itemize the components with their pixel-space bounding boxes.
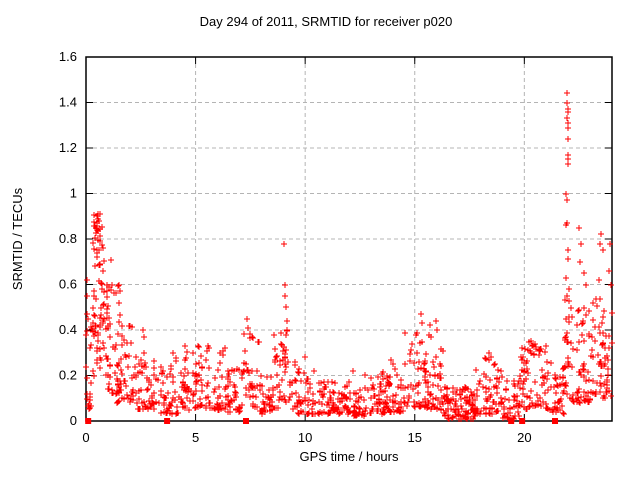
- y-tick-labels: 0 0.2 0.4 0.6 0.8 1 1.2 1.4 1.6: [59, 49, 77, 428]
- svg-text:1.6: 1.6: [59, 49, 77, 64]
- x-tick-labels: 0 5 10 15 20: [82, 430, 531, 445]
- axis-flag-markers: [85, 418, 559, 424]
- svg-text:0: 0: [70, 413, 77, 428]
- svg-text:0: 0: [82, 430, 89, 445]
- svg-text:1.4: 1.4: [59, 95, 77, 110]
- svg-text:0.6: 0.6: [59, 277, 77, 292]
- scatter-points: [83, 90, 615, 422]
- x-axis-label: GPS time / hours: [300, 449, 399, 464]
- svg-text:10: 10: [298, 430, 312, 445]
- svg-text:20: 20: [517, 430, 531, 445]
- svg-text:5: 5: [192, 430, 199, 445]
- y-axis-label: SRMTID / TECUs: [10, 187, 25, 290]
- svg-text:1: 1: [70, 186, 77, 201]
- svg-text:15: 15: [408, 430, 422, 445]
- svg-text:0.2: 0.2: [59, 368, 77, 383]
- grid-lines: [86, 56, 612, 421]
- svg-text:0.4: 0.4: [59, 322, 77, 337]
- svg-text:1.2: 1.2: [59, 140, 77, 155]
- svg-text:0.8: 0.8: [59, 231, 77, 246]
- chart-title: Day 294 of 2011, SRMTID for receiver p02…: [200, 14, 453, 29]
